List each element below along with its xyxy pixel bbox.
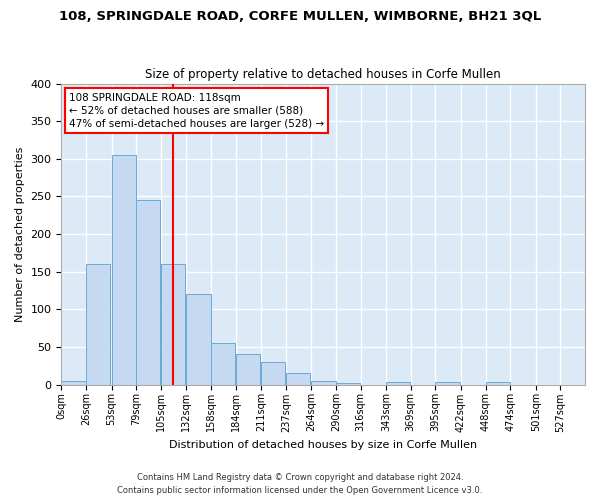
Bar xyxy=(386,382,410,384)
Bar xyxy=(112,155,136,384)
Text: 108 SPRINGDALE ROAD: 118sqm
← 52% of detached houses are smaller (588)
47% of se: 108 SPRINGDALE ROAD: 118sqm ← 52% of det… xyxy=(69,92,324,129)
Y-axis label: Number of detached properties: Number of detached properties xyxy=(15,146,25,322)
Bar xyxy=(261,362,286,384)
Bar xyxy=(86,264,110,384)
Bar xyxy=(161,264,185,384)
Bar xyxy=(187,294,211,384)
Text: 108, SPRINGDALE ROAD, CORFE MULLEN, WIMBORNE, BH21 3QL: 108, SPRINGDALE ROAD, CORFE MULLEN, WIMB… xyxy=(59,10,541,23)
Bar xyxy=(136,200,160,384)
Title: Size of property relative to detached houses in Corfe Mullen: Size of property relative to detached ho… xyxy=(145,68,501,81)
Text: Contains HM Land Registry data © Crown copyright and database right 2024.
Contai: Contains HM Land Registry data © Crown c… xyxy=(118,474,482,495)
Bar xyxy=(211,343,235,384)
Bar xyxy=(286,373,310,384)
Bar xyxy=(336,383,360,384)
Bar xyxy=(236,354,260,384)
X-axis label: Distribution of detached houses by size in Corfe Mullen: Distribution of detached houses by size … xyxy=(169,440,477,450)
Bar xyxy=(436,382,460,384)
Bar xyxy=(311,381,335,384)
Bar xyxy=(61,381,86,384)
Bar xyxy=(485,382,510,384)
